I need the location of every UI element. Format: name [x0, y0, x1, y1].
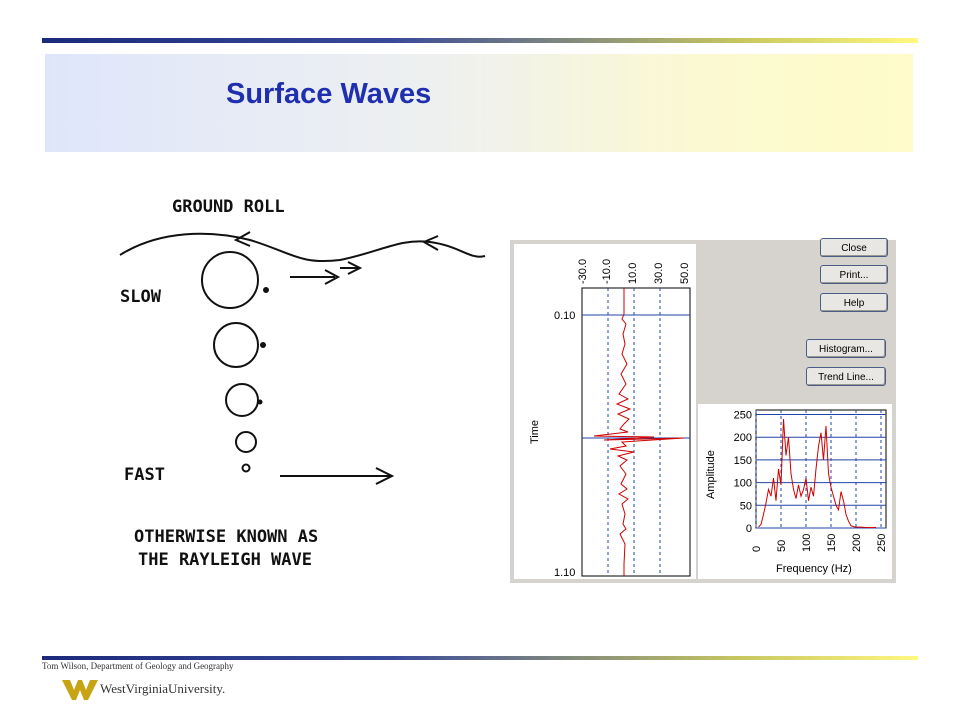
wave-surface-line [119, 232, 486, 262]
spectrum-pane: Amplitude Frequency (Hz) 0 50 100 150 200 250… [698, 404, 892, 579]
time-tick-bottom: 1.10 [554, 567, 575, 579]
analysis-window: -30.0 -10.0 10.0 30.0 50.0 0.10 1.10 Tim… [510, 238, 896, 583]
spectrum-x-label: Frequency (Hz) [776, 563, 852, 575]
help-button[interactable]: Help [820, 293, 888, 312]
orbit-medium [213, 322, 259, 368]
histogram-button[interactable]: Histogram... [806, 339, 886, 358]
orbit-tiny [235, 431, 257, 453]
x-tick-label: 100 [801, 534, 813, 552]
top-tick-labels: -30.0 -10.0 10.0 30.0 50.0 [577, 259, 691, 284]
spectrum-chart: Amplitude Frequency (Hz) 0 50 100 150 200 250… [705, 409, 888, 575]
orbit-small [225, 383, 259, 417]
trace-tick-1: -30.0 [577, 259, 589, 284]
fast-label: FAST [124, 465, 165, 485]
title-band [45, 54, 913, 152]
y-tick-label: 200 [734, 432, 752, 444]
ground-roll-label: GROUND ROLL [172, 197, 285, 217]
footer-divider [42, 656, 918, 660]
x-tick-label: 50 [776, 540, 788, 552]
amplitude-spectrum-line [758, 419, 876, 529]
trace-tick-4: 30.0 [653, 263, 665, 284]
trace-tick-3: 10.0 [627, 263, 639, 284]
time-axis-label: Time [529, 420, 541, 444]
rayleigh-caption-line2: THE RAYLEIGH WAVE [138, 550, 312, 570]
x-tick-label: 250 [876, 534, 888, 552]
y-tick-label: 0 [746, 523, 752, 535]
surface-arrow-1 [233, 231, 251, 247]
surface-arrow-2 [421, 235, 439, 251]
x-tick-label: 200 [851, 534, 863, 552]
trend-line-button[interactable]: Trend Line... [806, 367, 886, 386]
rayleigh-caption-line1: OTHERWISE KNOWN AS [134, 527, 318, 547]
orbit-large [201, 251, 259, 309]
slow-arrow-head [324, 269, 341, 285]
slow-label: SLOW [120, 287, 162, 307]
y-tick-label: 250 [734, 410, 752, 422]
fast-arrow-head [375, 467, 395, 485]
ground-roll-sketch: GROUND ROLL SLOW FAST OTHERWISE KNOWN AS… [119, 197, 486, 570]
x-tick-label: 0 [751, 546, 763, 552]
y-tick-label: 150 [734, 455, 752, 467]
spectrum-y-label: Amplitude [705, 450, 717, 499]
close-button[interactable]: Close [820, 238, 888, 257]
trace-tick-2: -10.0 [601, 259, 613, 284]
seismic-trace [593, 288, 685, 576]
trace-plot: -30.0 -10.0 10.0 30.0 50.0 0.10 1.10 Tim… [529, 259, 691, 579]
time-tick-top: 0.10 [554, 310, 575, 322]
y-tick-label: 100 [734, 478, 752, 490]
slide-title: Surface Waves [226, 78, 432, 110]
print-button[interactable]: Print... [820, 265, 888, 284]
trace-pane: -30.0 -10.0 10.0 30.0 50.0 0.10 1.10 Tim… [514, 244, 696, 579]
x-tick-label: 150 [826, 534, 838, 552]
y-tick-label: 50 [740, 500, 752, 512]
wvu-logo: WestVirginiaUniversity. [62, 680, 225, 700]
top-divider [42, 38, 918, 43]
flying-wv-icon [62, 680, 98, 700]
footer-credit: Tom Wilson, Department of Geology and Ge… [42, 661, 234, 671]
orbit-dot [241, 463, 251, 473]
logo-wordmark: WestVirginiaUniversity. [100, 681, 225, 696]
trace-tick-5: 50.0 [679, 263, 691, 284]
spectrum-plot-frame [755, 409, 887, 529]
